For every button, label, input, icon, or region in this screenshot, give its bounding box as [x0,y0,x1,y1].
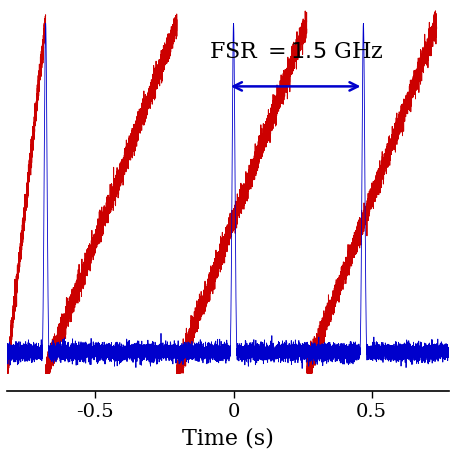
Text: FSR $= 1.5$ GHz: FSR $= 1.5$ GHz [208,41,382,63]
X-axis label: Time (s): Time (s) [182,426,273,448]
